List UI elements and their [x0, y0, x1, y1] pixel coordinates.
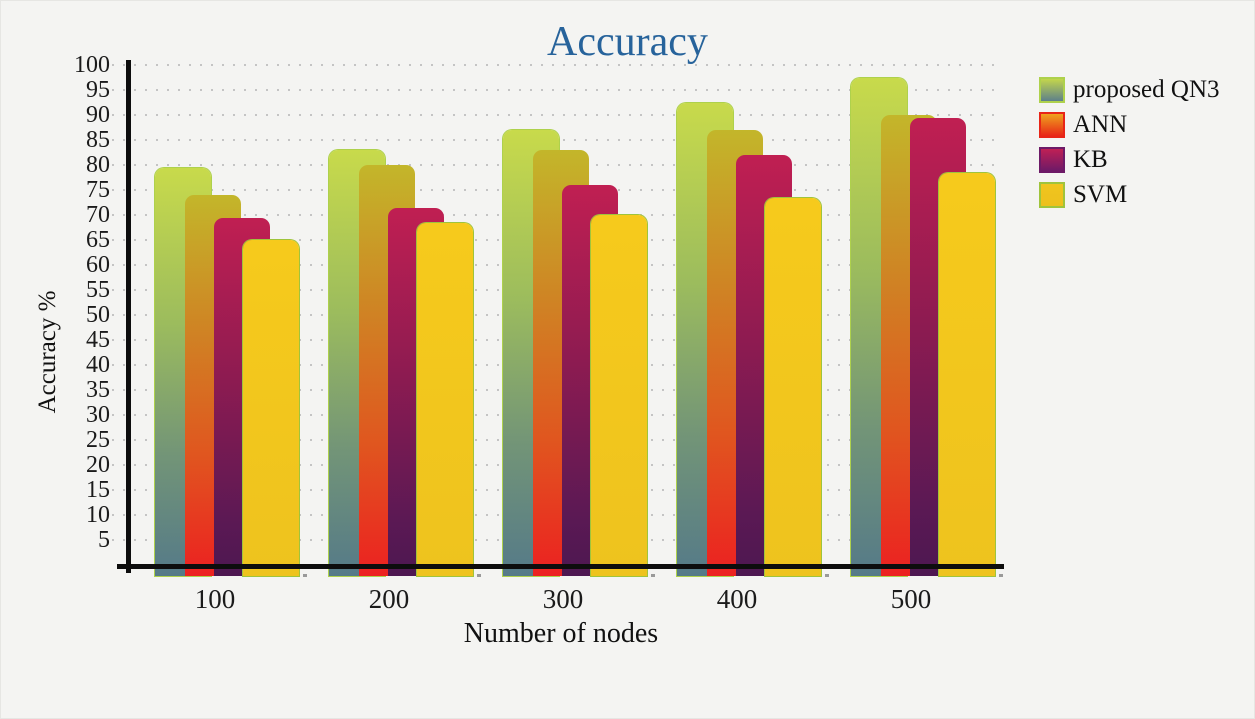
y-tick-label: 80 — [86, 152, 110, 178]
x-axis-minor-tick — [477, 574, 481, 577]
y-tick-label: 60 — [86, 252, 110, 278]
bar-svm-100 — [243, 240, 299, 576]
bar-svm-500 — [939, 172, 995, 576]
gridline — [112, 89, 996, 91]
legend-item: ANN — [1039, 111, 1220, 138]
bar-svm-400 — [765, 197, 821, 576]
legend-label: KB — [1073, 146, 1108, 173]
y-tick-label: 45 — [86, 327, 110, 353]
x-axis-minor-tick — [999, 574, 1003, 577]
y-tick-label: 70 — [86, 202, 110, 228]
y-tick-label: 25 — [86, 427, 110, 453]
y-tick-label: 55 — [86, 277, 110, 303]
legend-item: proposed QN3 — [1039, 76, 1220, 103]
gridline — [112, 64, 996, 66]
x-axis-minor-tick — [303, 574, 307, 577]
x-tick-label: 500 — [890, 584, 932, 614]
legend-swatch-icon — [1039, 111, 1065, 138]
x-axis-minor-tick — [825, 574, 829, 577]
y-tick-label: 40 — [86, 352, 110, 378]
legend-label: ANN — [1073, 111, 1128, 138]
x-tick-label: 300 — [542, 584, 584, 614]
legend: proposed QN3 ANN KB SVM — [1039, 76, 1220, 216]
y-tick-label: 30 — [86, 402, 110, 428]
legend-label: SVM — [1073, 181, 1128, 208]
y-tick-label: 95 — [86, 77, 110, 103]
y-tick-label: 20 — [86, 452, 110, 478]
y-axis — [126, 60, 131, 573]
legend-swatch-icon — [1039, 76, 1065, 103]
x-axis-label: Number of nodes — [463, 618, 659, 649]
x-tick-label: 200 — [368, 584, 410, 614]
y-tick-label: 5 — [98, 527, 110, 553]
y-tick-label: 75 — [86, 177, 110, 203]
y-tick-label: 90 — [86, 102, 110, 128]
y-tick-label: 50 — [86, 302, 110, 328]
y-tick-label: 100 — [74, 52, 110, 78]
legend-swatch-icon — [1039, 146, 1065, 173]
x-axis — [117, 564, 1004, 569]
legend-item: SVM — [1039, 181, 1220, 208]
legend-item: KB — [1039, 146, 1220, 173]
y-tick-label: 65 — [86, 227, 110, 253]
bar-svm-200 — [417, 222, 473, 576]
y-tick-label: 85 — [86, 127, 110, 153]
legend-label: proposed QN3 — [1073, 76, 1220, 103]
y-tick-label: 15 — [86, 477, 110, 503]
x-axis-minor-tick — [651, 574, 655, 577]
chart-title: Accuracy — [547, 19, 708, 65]
gridline — [112, 114, 996, 116]
x-tick-label: 400 — [716, 584, 758, 614]
y-tick-label: 35 — [86, 377, 110, 403]
bar-svm-300 — [591, 215, 647, 576]
x-tick-label: 100 — [194, 584, 236, 614]
y-tick-label: 10 — [86, 502, 110, 528]
legend-swatch-icon — [1039, 181, 1065, 208]
